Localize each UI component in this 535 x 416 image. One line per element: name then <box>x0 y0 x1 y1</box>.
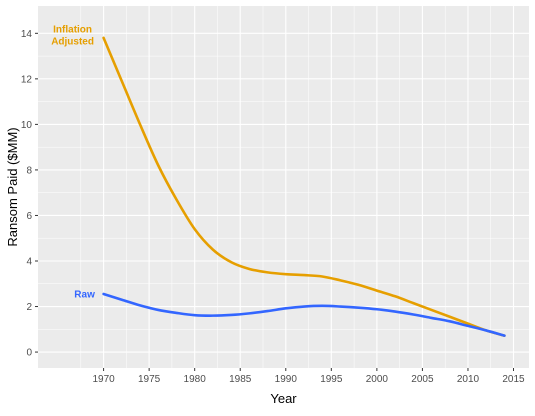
series-label-line: Raw <box>74 290 95 301</box>
y-tick-label: 10 <box>21 120 33 131</box>
series-labels: Inflation Adjusted Raw <box>51 24 95 300</box>
y-tick-label: 8 <box>26 165 32 176</box>
y-tick-label: 4 <box>26 256 32 267</box>
x-tick-label: 2000 <box>366 374 389 385</box>
series-label-line: Inflation <box>53 24 92 35</box>
minor-gridlines <box>38 6 529 368</box>
axis-ticks <box>35 32 515 371</box>
y-tick-label: 2 <box>26 302 32 313</box>
tick-labels: 1970 1975 1980 1985 1990 1995 2000 2005 2010 2015… <box>21 29 525 385</box>
y-tick-label: 12 <box>21 74 33 85</box>
series-line-raw <box>102 292 506 337</box>
x-tick-label: 1990 <box>275 374 298 385</box>
series-layer <box>102 36 506 337</box>
x-tick-label: 1985 <box>229 374 252 385</box>
x-tick-label: 1995 <box>320 374 343 385</box>
y-tick-label: 0 <box>26 348 32 359</box>
series-label-inflation-adjusted: Inflation Adjusted <box>51 24 94 47</box>
x-tick-label: 2015 <box>502 374 525 385</box>
y-axis-title: Ransom Paid ($MM) <box>5 127 20 246</box>
x-tick-label: 2005 <box>411 374 434 385</box>
x-tick-label: 1980 <box>184 374 207 385</box>
series-line-inflation-adjusted <box>102 36 506 337</box>
y-tick-label: 14 <box>21 29 33 40</box>
series-label-raw: Raw <box>74 290 95 301</box>
y-tick-label: 6 <box>26 211 32 222</box>
x-tick-label: 1975 <box>138 374 161 385</box>
x-tick-label: 2010 <box>457 374 480 385</box>
x-axis-title: Year <box>270 391 297 406</box>
x-tick-label: 1970 <box>92 374 115 385</box>
series-label-line: Adjusted <box>51 36 94 47</box>
